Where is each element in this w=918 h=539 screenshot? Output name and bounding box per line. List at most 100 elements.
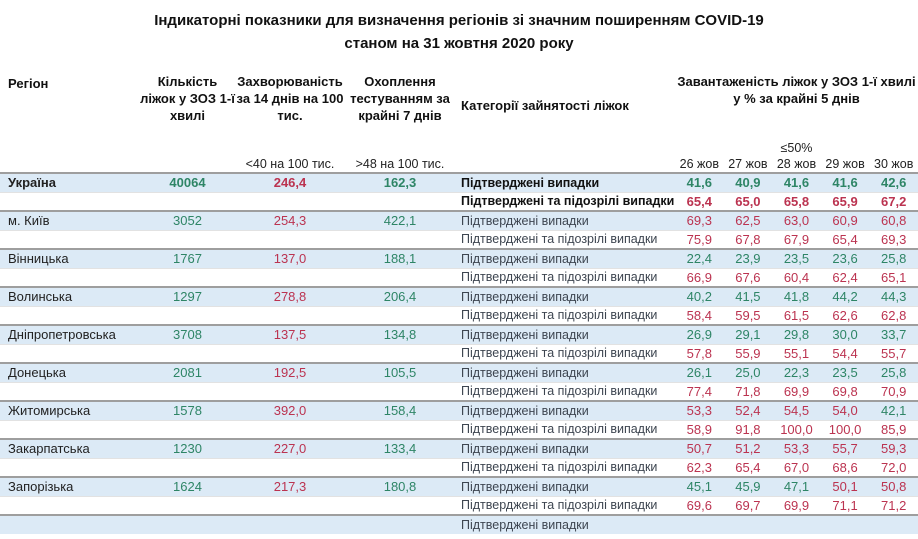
occupancy-value-suspected: 59,5 [723,305,773,325]
column-header-incidence: Захворюваність за 14 днів на 100 тис. [236,74,344,123]
occupancy-value-suspected: 62,4 [820,267,870,287]
occupancy-value-suspected: 72,0 [869,457,918,477]
occupancy-value-confirmed: 22,3 [772,362,821,382]
region-row-main: Вінницька 1767 137,0 188,1 Підтверджені випа… [0,248,918,268]
category-confirmed-label: Підтверджені випадки [455,476,675,496]
occupancy-value-suspected: 71,8 [723,381,773,401]
region-row-suspected: Підтверджені та підозрілі випадки 58,9 91,… [0,419,918,439]
category-confirmed-label: Підтверджені випадки [455,210,675,230]
occupancy-value-confirmed: 25,8 [869,362,918,382]
category-confirmed-label: Підтверджені випадки [455,286,675,306]
region-row-suspected: Підтверджені та підозрілі випадки 75,9 67,… [0,229,918,249]
occupancy-value-suspected: 65,8 [772,191,821,211]
date-header-27oct: 27 жов [728,157,768,171]
occupancy-value-suspected: 100,0 [820,419,870,439]
region-spacer [0,457,455,477]
region-row-main: Запорізька 1624 217,3 180,8 Підтверджені вип… [0,476,918,496]
page-title-line2: станом на 31 жовтня 2020 року [344,35,574,53]
occupancy-value-confirmed: 60,9 [820,210,870,230]
beds-value: 1624 [140,476,235,496]
beds-value: 2081 [140,362,235,382]
occupancy-value-confirmed: 52,4 [723,400,773,420]
region-row-suspected: Підтверджені та підозрілі випадки 69,6 69,… [0,495,918,515]
occupancy-value-confirmed: 41,6 [675,172,724,192]
occupancy-value-suspected: 61,5 [772,305,821,325]
column-header-category: Категорії зайнятості ліжок [461,97,629,113]
occupancy-value-suspected: 71,2 [869,495,918,515]
occupancy-value-confirmed: 62,5 [723,210,773,230]
occupancy-value-suspected: 55,7 [869,343,918,363]
occupancy-value-suspected: 67,0 [772,457,821,477]
occupancy-value-confirmed: 53,3 [675,400,724,420]
occupancy-value-confirmed: 42,1 [869,400,918,420]
beds-value: 3708 [140,324,235,344]
occupancy-value-suspected: 77,4 [675,381,724,401]
partial-next-region-row: Підтверджені випадки [0,514,918,534]
occupancy-value-suspected: 65,4 [675,191,724,211]
category-confirmed-label: Підтверджені випадки [455,514,675,534]
testing-value: 133,4 [345,438,455,458]
occupancy-value-suspected: 54,4 [820,343,870,363]
region-row-main: Дніпропетровська 3708 137,5 134,8 Підтвердже… [0,324,918,344]
occupancy-value-confirmed: 40,2 [675,286,724,306]
region-spacer [0,381,455,401]
occupancy-value-confirmed: 26,9 [675,324,724,344]
page-title: Індикаторні показники для визначення рег… [0,0,918,70]
occupancy-value-confirmed: 54,0 [820,400,870,420]
occupancy-value-suspected: 71,1 [820,495,870,515]
occupancy-value-suspected: 66,9 [675,267,724,287]
occupancy-value-suspected: 62,8 [869,305,918,325]
region-row-main: Донецька 2081 192,5 105,5 Підтверджені випад… [0,362,918,382]
occupancy-value-confirmed [675,514,724,534]
category-confirmed-label: Підтверджені випадки [455,248,675,268]
occupancy-value-confirmed: 59,3 [869,438,918,458]
occupancy-value-suspected: 67,6 [723,267,773,287]
region-spacer [0,267,455,287]
category-confirmed-suspected-label: Підтверджені та підозрілі випадки [455,495,675,515]
beds-value: 1297 [140,286,235,306]
occupancy-value-suspected: 85,9 [869,419,918,439]
region-name: м. Київ [0,210,140,230]
region-row-main: Волинська 1297 278,8 206,4 Підтверджені випа… [0,286,918,306]
occupancy-value-confirmed: 41,5 [723,286,773,306]
occupancy-value-suspected: 69,8 [820,381,870,401]
occupancy-value-confirmed: 50,8 [869,476,918,496]
occupancy-value-confirmed: 54,5 [772,400,821,420]
region-name: Волинська [0,286,140,306]
region-row-suspected: Підтверджені та підозрілі випадки 62,3 65,… [0,457,918,477]
region-name: Україна [0,172,140,192]
testing-value: 105,5 [345,362,455,382]
occupancy-value-suspected: 67,9 [772,229,821,249]
category-confirmed-label: Підтверджені випадки [455,362,675,382]
occupancy-value-confirmed: 45,1 [675,476,724,496]
occupancy-value-confirmed: 25,0 [723,362,773,382]
occupancy-value-confirmed: 51,2 [723,438,773,458]
occupancy-value-confirmed: 33,7 [869,324,918,344]
incidence-value: 227,0 [235,438,345,458]
region-spacer [0,343,455,363]
date-header-30oct: 30 жов [874,157,914,171]
region-spacer [0,419,455,439]
occupancy-value-confirmed: 50,7 [675,438,724,458]
region-row-main: Житомирська 1578 392,0 158,4 Підтверджені ви… [0,400,918,420]
occupancy-value-suspected: 69,7 [723,495,773,515]
region-row-suspected: Підтверджені та підозрілі випадки 77,4 71,… [0,381,918,401]
beds-value: 1767 [140,248,235,268]
occupancy-value-confirmed: 53,3 [772,438,821,458]
category-confirmed-suspected-label: Підтверджені та підозрілі випадки [455,305,675,325]
region-spacer [0,305,455,325]
occupancy-value-suspected: 100,0 [772,419,821,439]
region-row-suspected: Підтверджені та підозрілі випадки 57,8 55,… [0,343,918,363]
region-row-main: Україна 40064 246,4 162,3 Підтверджені випад… [0,172,918,192]
page-title-line1: Індикаторні показники для визначення рег… [154,12,764,29]
incidence-value: 246,4 [235,172,345,192]
incidence-value: 392,0 [235,400,345,420]
occupancy-value-confirmed: 29,8 [772,324,821,344]
occupancy-value-suspected: 69,9 [772,495,821,515]
column-header-beds: Кількість ліжок у ЗОЗ 1-ї хвилі [140,74,235,123]
occupancy-value-suspected: 68,6 [820,457,870,477]
occupancy-value-confirmed: 42,6 [869,172,918,192]
region-name: Житомирська [0,400,140,420]
occupancy-value-suspected: 58,4 [675,305,724,325]
occupancy-value-suspected: 75,9 [675,229,724,249]
